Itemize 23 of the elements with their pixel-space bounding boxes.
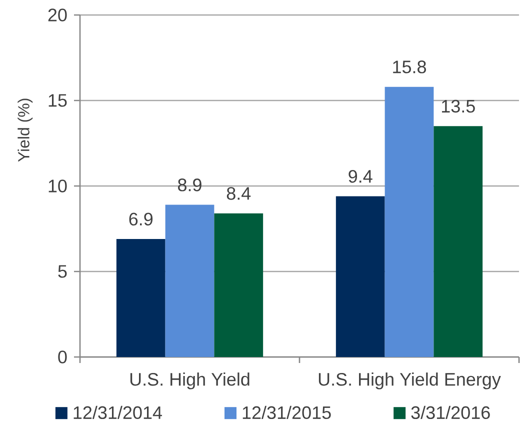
bar: [434, 126, 483, 357]
data-label: 8.9: [178, 178, 202, 192]
legend-label: 12/31/2014: [74, 406, 162, 420]
y-tick-label: 5: [58, 265, 67, 278]
data-label: 9.4: [348, 170, 372, 183]
x-tick-label: U.S. High Yield: [130, 372, 250, 390]
data-label: 13.5: [442, 100, 475, 113]
y-tick-label: 0: [58, 350, 67, 364]
legend-label: 3/31/2016: [411, 406, 490, 420]
y-tick-label: 15: [48, 94, 67, 107]
bar: [165, 204, 214, 357]
bar: [214, 213, 264, 357]
data-label: 6.9: [129, 212, 153, 226]
bar: [116, 239, 166, 357]
y-tick-label: 20: [48, 8, 67, 22]
y-axis-title: Yield (%): [18, 98, 33, 162]
data-label: 8.4: [226, 187, 251, 200]
data-label: 15.8: [393, 60, 426, 74]
y-tick-label: 10: [48, 180, 67, 192]
bar: [384, 86, 434, 357]
x-tick-label: U.S. High Yield Energy: [318, 372, 501, 390]
bar: [336, 196, 385, 357]
legend-label: 12/31/2015: [242, 406, 331, 420]
